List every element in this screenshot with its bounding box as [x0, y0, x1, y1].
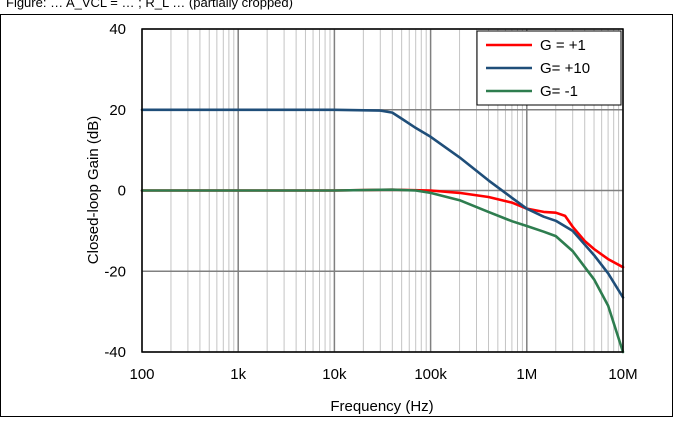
legend-label: G = +1 — [540, 37, 586, 54]
x-tick-label: 10M — [608, 366, 637, 383]
legend: G = +1 G= +10 G= -1 — [476, 30, 622, 106]
x-tick-label: 10k — [322, 366, 347, 383]
series-group — [140, 108, 625, 354]
y-axis-title: Closed-loop Gain (dB) — [85, 116, 102, 264]
y-tick-label: -40 — [104, 344, 126, 361]
x-axis-title: Frequency (Hz) — [330, 398, 433, 415]
legend-label: G= -1 — [540, 83, 578, 100]
y-axis-ticks: -40 -20 0 20 40 — [104, 21, 126, 361]
legend-items: G = +1 G= +10 G= -1 — [486, 37, 590, 100]
y-tick-label: 20 — [109, 102, 126, 119]
series-line — [140, 188, 625, 354]
y-tick-label: 0 — [118, 183, 126, 200]
y-tick-label: 40 — [109, 21, 126, 38]
x-tick-label: 1M — [516, 366, 537, 383]
legend-label: G= +10 — [540, 60, 590, 77]
x-tick-label: 1k — [230, 366, 246, 383]
x-tick-label: 100k — [414, 366, 447, 383]
x-axis-ticks: 100 1k 10k 100k 1M 10M — [129, 366, 637, 383]
x-tick-label: 100 — [129, 366, 154, 383]
plot-frame — [141, 28, 624, 353]
y-tick-label: -20 — [104, 263, 126, 280]
series-line — [140, 108, 625, 299]
legend-box — [476, 30, 622, 106]
figure-caption: Figure: … A_VCL = … ; R_L … (partially c… — [6, 0, 293, 10]
